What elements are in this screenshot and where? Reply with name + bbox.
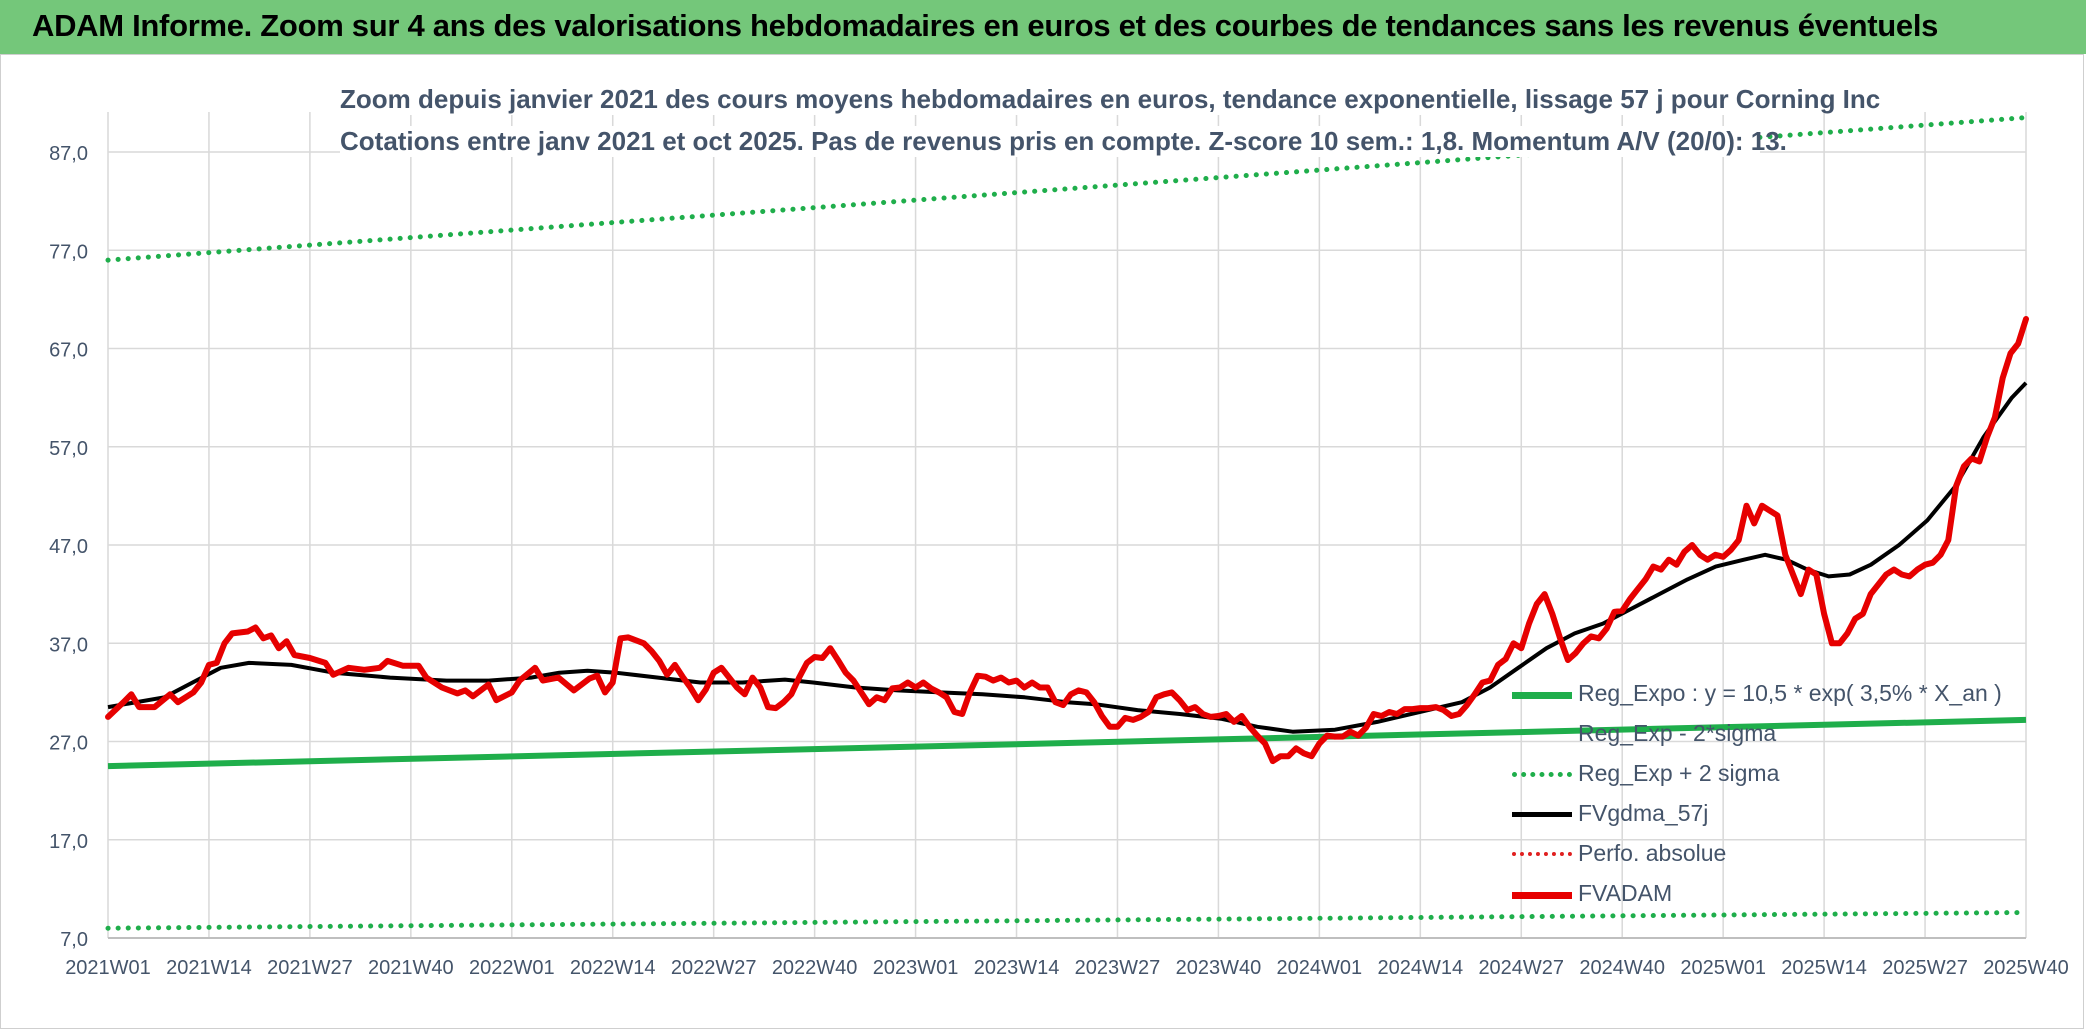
legend-swatch-fvgdma: [1512, 812, 1572, 817]
legend-swatch-reg-expo: [1512, 692, 1572, 699]
legend-item-reg-exp-minus: Reg_Exp - 2*sigma: [1508, 716, 1978, 756]
series-layer: [105, 115, 2029, 931]
x-tick-label: 2025W27: [1882, 957, 1968, 979]
legend-swatch-fvadam: [1512, 892, 1572, 899]
series-reg-exp-plus-2sigma: [105, 115, 2029, 263]
y-tick-label: 87,0: [49, 143, 88, 165]
legend-label-reg-exp-minus: Reg_Exp - 2*sigma: [1578, 720, 1777, 746]
legend-swatch-perfo: [1512, 852, 1572, 856]
x-tick-label: 2024W27: [1478, 957, 1564, 979]
y-tick-label: 7,0: [60, 929, 88, 951]
series-reg-expo: [107, 716, 2027, 770]
legend-item-reg-exp-plus: Reg_Exp + 2 sigma: [1508, 756, 1978, 796]
legend-label-reg-expo: Reg_Expo : y = 10,5 * exp( 3,5% * X_an ): [1578, 680, 2002, 706]
x-tick-label: 2022W01: [469, 957, 555, 979]
x-tick-label: 2021W27: [267, 957, 353, 979]
series-reg-exp-minus-2sigma: [105, 910, 2029, 931]
chart-legend: Reg_Expo : y = 10,5 * exp( 3,5% * X_an )…: [1508, 676, 2002, 916]
x-tick-label: 2022W40: [772, 957, 858, 979]
x-tick-label: 2021W14: [166, 957, 252, 979]
legend-label-perfo: Perfo. absolue: [1578, 840, 1727, 866]
y-tick-label: 77,0: [49, 241, 88, 263]
y-tick-label: 27,0: [49, 733, 88, 755]
x-tick-label: 2023W40: [1176, 957, 1262, 979]
y-tick-label: 17,0: [49, 831, 88, 853]
legend-swatch-reg-exp-plus: [1512, 772, 1572, 777]
series-fvgdma-57j: [107, 381, 2028, 734]
y-axis: 7,0 17,0 27,0 37,0 47,0 57,0 67,0 77,0 87,0: [49, 143, 88, 951]
legend-label-fvadam: FVADAM: [1578, 880, 1673, 906]
legend-item-fvgdma: FVgdma_57j: [1508, 796, 1978, 836]
y-tick-label: 57,0: [49, 438, 88, 460]
x-tick-label: 2024W01: [1277, 957, 1363, 979]
x-tick-label: 2024W14: [1378, 957, 1464, 979]
x-tick-label: 2025W01: [1680, 957, 1766, 979]
x-tick-label: 2021W40: [368, 957, 454, 979]
x-tick-label: 2022W14: [570, 957, 656, 979]
y-tick-label: 47,0: [49, 536, 88, 558]
x-axis: 2021W01 2021W14 2021W27 2021W40 2022W01 2022W…: [65, 937, 2069, 979]
x-tick-label: 2021W01: [65, 957, 151, 979]
legend-item-reg-expo: Reg_Expo : y = 10,5 * exp( 3,5% * X_an ): [1508, 676, 2002, 716]
chart-subtitle-line2: Cotations entre janv 2021 et oct 2025. P…: [340, 126, 1787, 157]
title-banner: ADAM Informe. Zoom sur 4 ans des valoris…: [0, 0, 2086, 54]
chart-subtitle-line1: Zoom depuis janvier 2021 des cours moyen…: [340, 84, 1881, 115]
x-tick-label: 2024W40: [1579, 957, 1665, 979]
x-tick-label: 2023W01: [873, 957, 959, 979]
x-tick-label: 2022W27: [671, 957, 757, 979]
chart-frame: [0, 54, 2084, 1029]
x-tick-label: 2025W40: [1983, 957, 2069, 979]
banner-title: ADAM Informe. Zoom sur 4 ans des valoris…: [32, 8, 1939, 43]
y-tick-label: 67,0: [49, 340, 88, 362]
legend-label-fvgdma: FVgdma_57j: [1578, 800, 1709, 826]
y-tick-label: 37,0: [49, 634, 88, 656]
legend-item-perfo: Perfo. absolue: [1508, 836, 1978, 876]
legend-label-reg-exp-plus: Reg_Exp + 2 sigma: [1578, 760, 1780, 786]
grid-lines: [107, 112, 2027, 939]
x-tick-label: 2023W27: [1075, 957, 1161, 979]
series-fvadam: [105, 316, 2029, 765]
x-tick-label: 2023W14: [974, 957, 1060, 979]
legend-item-fvadam: FVADAM: [1508, 876, 1978, 916]
x-tick-label: 2025W14: [1781, 957, 1867, 979]
